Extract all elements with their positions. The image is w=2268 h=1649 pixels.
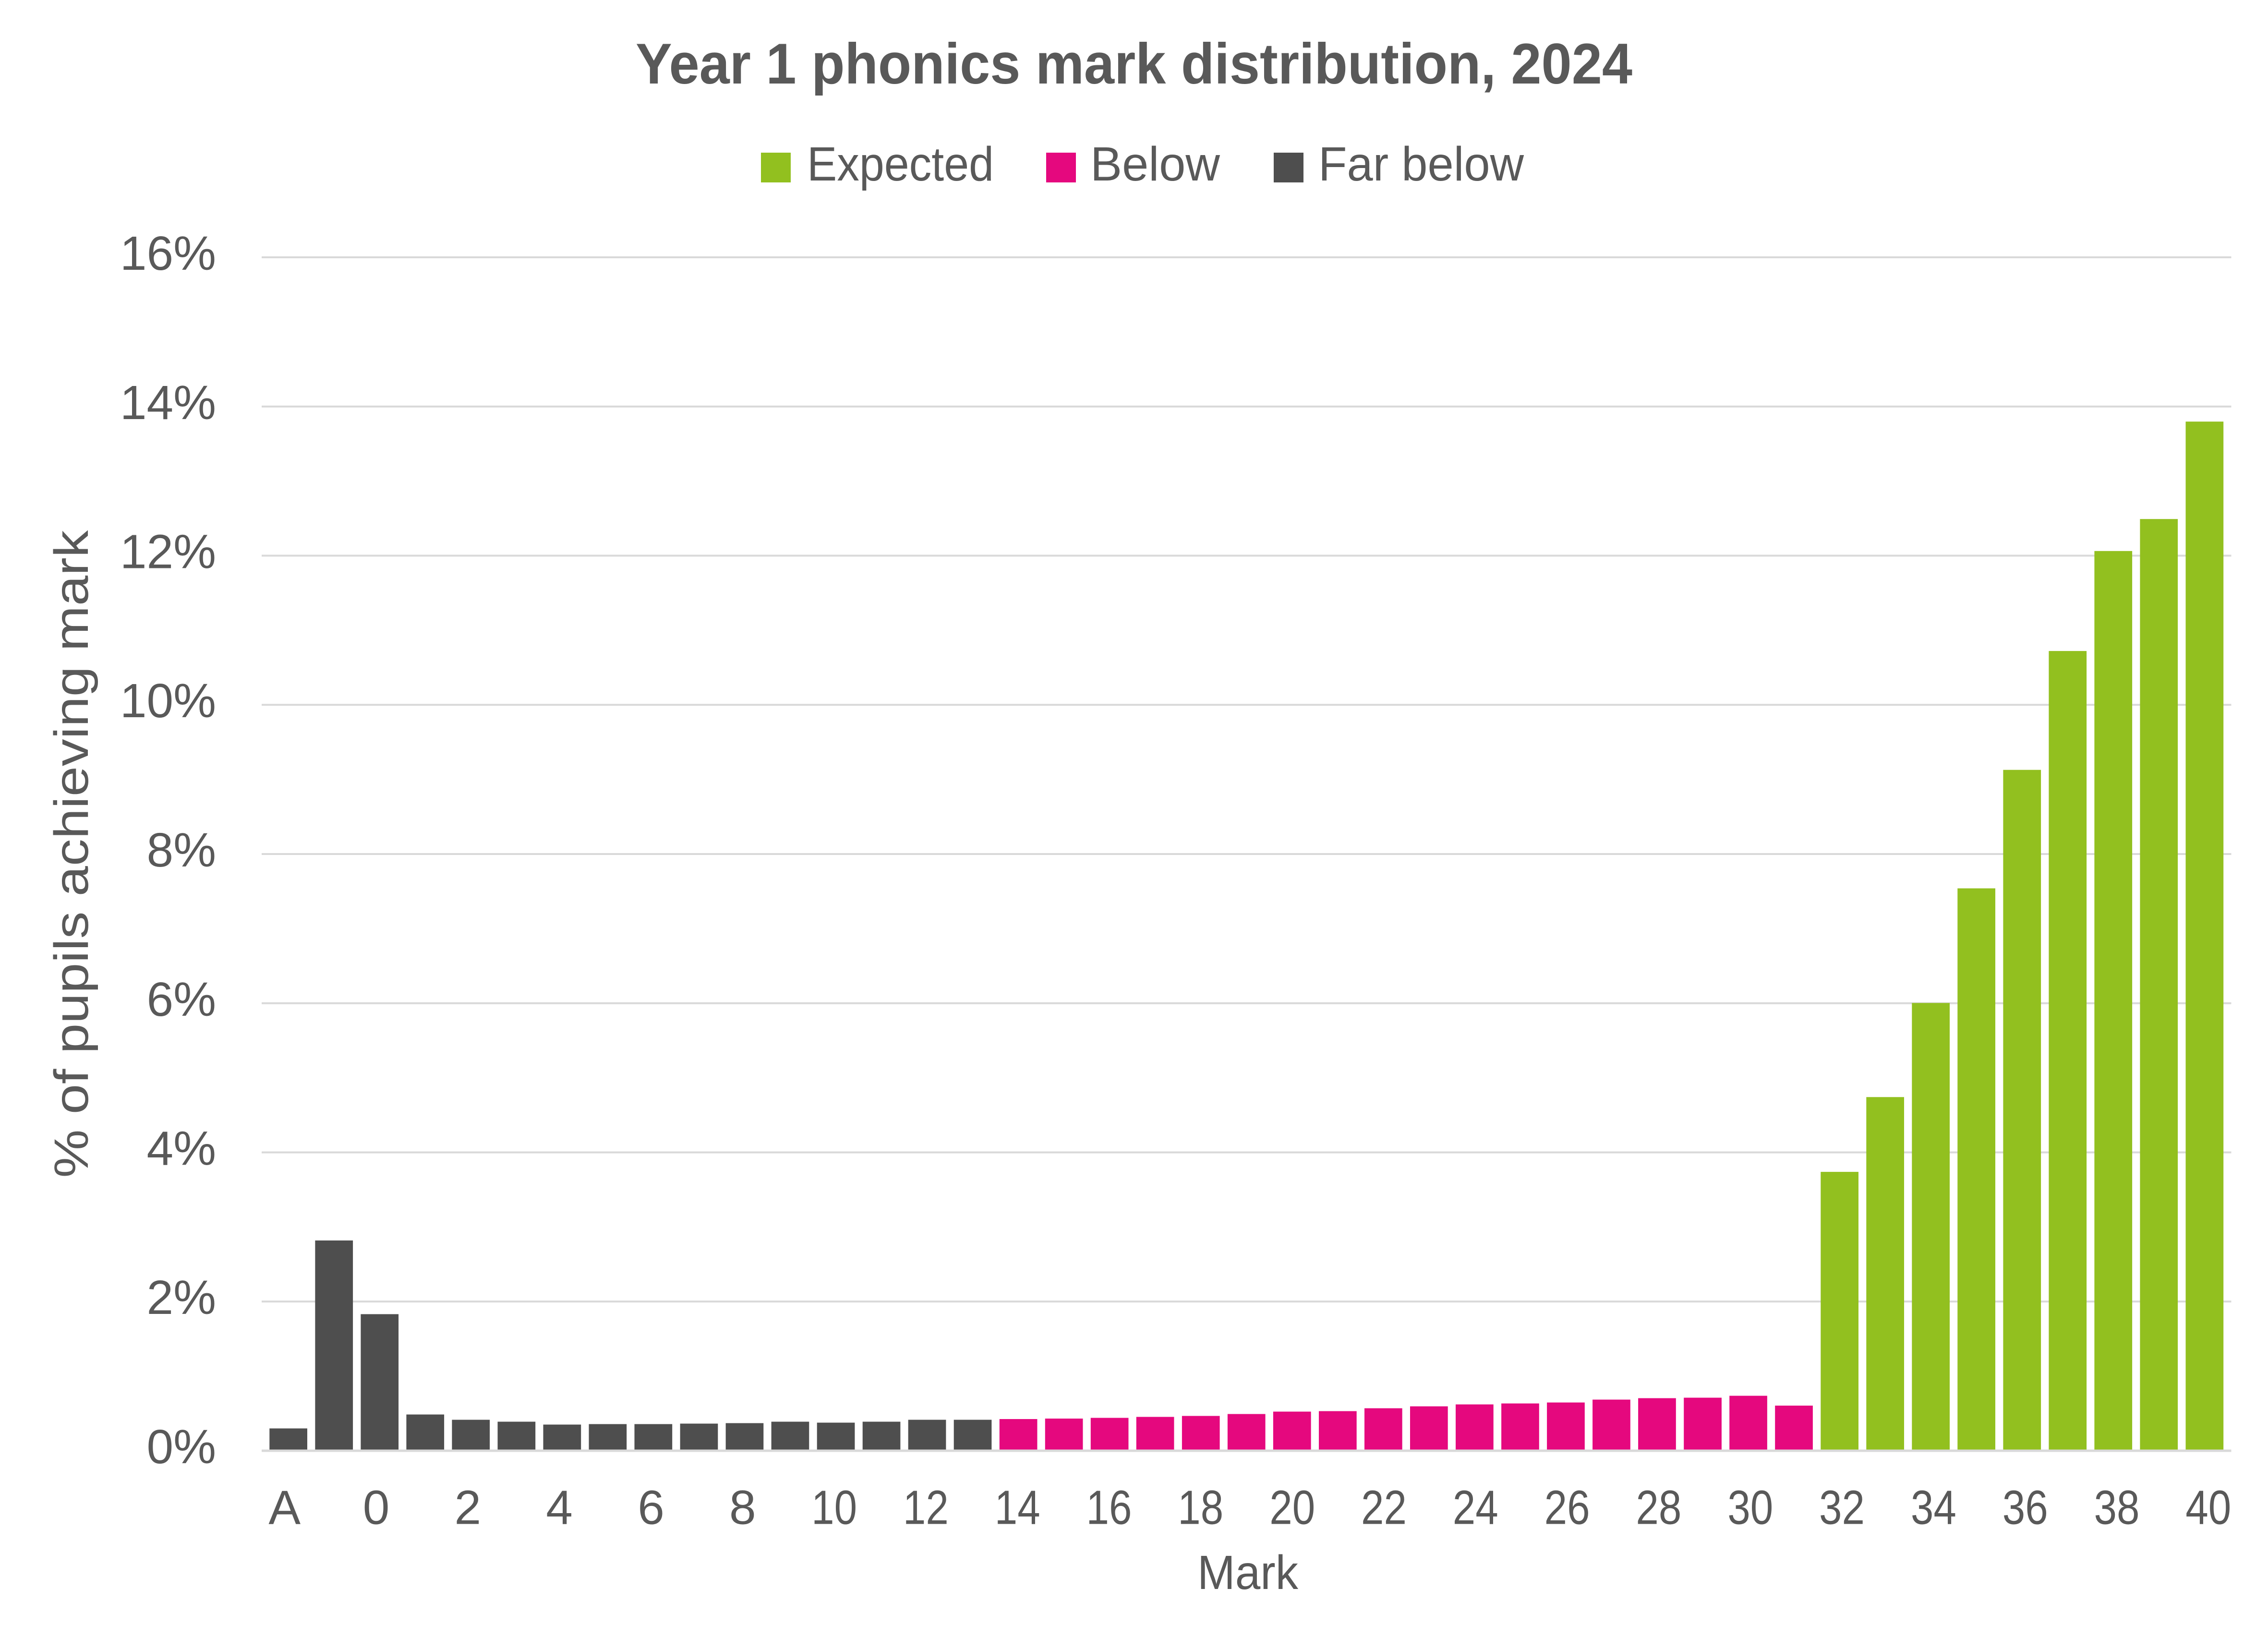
svg-text:Mark: Mark xyxy=(1197,1546,1299,1600)
svg-text:0%: 0% xyxy=(146,1420,216,1474)
svg-text:4%: 4% xyxy=(146,1122,216,1176)
svg-text:6: 6 xyxy=(638,1481,664,1535)
svg-text:16: 16 xyxy=(1086,1481,1132,1535)
svg-text:10%: 10% xyxy=(120,674,216,728)
svg-text:Expected: Expected xyxy=(807,137,994,191)
svg-text:24: 24 xyxy=(1453,1481,1498,1535)
svg-text:16%: 16% xyxy=(120,227,216,280)
svg-text:14: 14 xyxy=(995,1481,1040,1535)
svg-text:26: 26 xyxy=(1544,1481,1590,1535)
svg-text:2: 2 xyxy=(454,1481,481,1535)
svg-text:32: 32 xyxy=(1819,1481,1865,1535)
svg-text:6%: 6% xyxy=(146,973,216,1026)
svg-text:38: 38 xyxy=(2094,1481,2140,1535)
svg-text:12: 12 xyxy=(903,1481,949,1535)
svg-text:34: 34 xyxy=(1911,1481,1956,1535)
svg-text:% of pupils achieving mark: % of pupils achieving mark xyxy=(45,530,98,1178)
svg-text:28: 28 xyxy=(1636,1481,1681,1535)
svg-text:22: 22 xyxy=(1361,1481,1407,1535)
svg-text:Far below: Far below xyxy=(1318,137,1524,191)
svg-text:14%: 14% xyxy=(120,376,216,430)
svg-text:18: 18 xyxy=(1178,1481,1223,1535)
svg-text:36: 36 xyxy=(2003,1481,2048,1535)
svg-text:0: 0 xyxy=(363,1481,390,1535)
svg-text:2%: 2% xyxy=(146,1271,216,1324)
svg-text:8%: 8% xyxy=(146,823,216,877)
svg-text:A: A xyxy=(268,1481,301,1535)
svg-text:8: 8 xyxy=(729,1481,756,1535)
svg-text:Year 1 phonics mark distributi: Year 1 phonics mark distribution, 2024 xyxy=(636,32,1632,96)
svg-text:Below: Below xyxy=(1090,137,1220,191)
svg-text:40: 40 xyxy=(2185,1481,2231,1535)
svg-text:20: 20 xyxy=(1269,1481,1315,1535)
svg-text:12%: 12% xyxy=(120,525,216,579)
svg-text:4: 4 xyxy=(546,1481,573,1535)
svg-text:30: 30 xyxy=(1727,1481,1773,1535)
svg-text:10: 10 xyxy=(811,1481,857,1535)
